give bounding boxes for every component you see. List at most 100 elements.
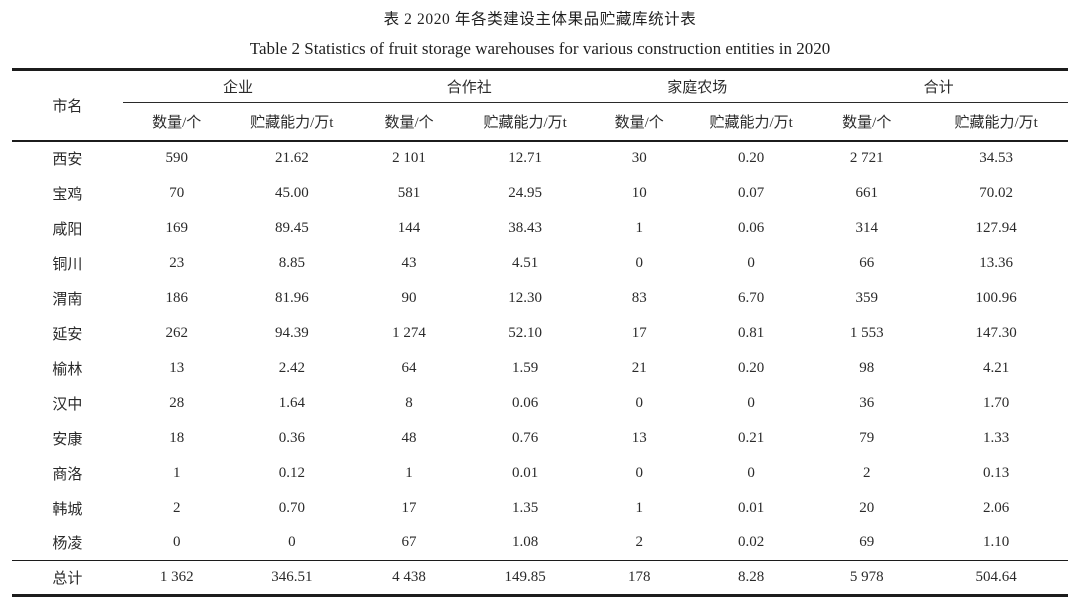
value-cell: 1.59 xyxy=(512,359,539,376)
value-cell: 1 xyxy=(405,464,413,481)
value-cell: 2 xyxy=(863,464,871,481)
value-cell: 0.76 xyxy=(512,429,539,446)
col-header-quantity: 数量/个 xyxy=(152,114,202,131)
value-cell: 0 xyxy=(635,394,643,411)
value-cell: 67 xyxy=(401,534,417,551)
value-cell: 0 xyxy=(172,534,181,551)
value-cell: 0.07 xyxy=(738,184,765,201)
value-cell: 0.70 xyxy=(278,499,305,516)
value-cell: 0.02 xyxy=(738,534,765,551)
value-cell: 1.10 xyxy=(983,534,1010,551)
city-cell: 渭南 xyxy=(52,291,83,308)
group-header-family-farm: 家庭农场 xyxy=(585,69,810,103)
value-cell: 66 xyxy=(859,254,875,271)
group-header-total: 合计 xyxy=(809,69,1068,103)
value-cell: 8.85 xyxy=(278,254,305,271)
value-cell: 100.96 xyxy=(975,289,1017,306)
value-cell: 1 xyxy=(172,464,181,481)
value-cell: 48 xyxy=(401,429,417,446)
table-header: 市名 企业 合作社 家庭农场 合计 数量/个 贮藏能力/万t 数量/个 贮藏能力… xyxy=(12,69,1068,141)
value-cell: 45.00 xyxy=(274,184,309,201)
city-cell: 商洛 xyxy=(52,466,83,483)
value-cell: 70 xyxy=(169,184,185,201)
value-cell: 0 xyxy=(635,254,643,271)
value-cell: 1 553 xyxy=(849,324,884,341)
value-cell: 38.43 xyxy=(508,219,543,236)
sub-header-row: 数量/个 贮藏能力/万t 数量/个 贮藏能力/万t 数量/个 贮藏能力/万t 数… xyxy=(12,103,1068,141)
col-header-capacity: 贮藏能力/万t xyxy=(709,114,793,131)
value-cell: 0 xyxy=(288,534,296,551)
table-row: 榆林 13 2.42 64 1.59 21 0.20 98 4.21 xyxy=(12,351,1068,386)
value-cell: 0.20 xyxy=(738,359,765,376)
table-title-chinese: 表 2 2020 年各类建设主体果品贮藏库统计表 xyxy=(383,11,697,28)
col-header-quantity: 数量/个 xyxy=(384,114,434,131)
table-footer: 总计 1 362 346.51 4 438 149.85 178 8.28 5 … xyxy=(12,560,1068,596)
total-value-cell: 504.64 xyxy=(975,569,1017,585)
total-row: 总计 1 362 346.51 4 438 149.85 178 8.28 5 … xyxy=(12,561,1068,596)
value-cell: 90 xyxy=(401,289,417,306)
total-value-cell: 149.85 xyxy=(504,569,546,585)
value-cell: 0 xyxy=(635,464,643,481)
value-cell: 0.13 xyxy=(983,464,1010,481)
group-header-row: 市名 企业 合作社 家庭农场 合计 xyxy=(12,69,1068,115)
value-cell: 314 xyxy=(855,219,879,236)
value-cell: 13.36 xyxy=(979,254,1014,271)
value-cell: 590 xyxy=(165,150,188,166)
table-row: 汉中 28 1.64 8 0.06 0 0 36 1.70 xyxy=(12,386,1068,421)
value-cell: 18 xyxy=(169,429,185,446)
total-value-cell: 8.28 xyxy=(738,569,765,585)
value-cell: 0.01 xyxy=(512,464,539,481)
statistics-table: 市名 企业 合作社 家庭农场 合计 数量/个 贮藏能力/万t 数量/个 贮藏能力… xyxy=(12,68,1068,597)
total-value-cell: 5 978 xyxy=(849,569,884,585)
value-cell: 43 xyxy=(401,254,417,271)
value-cell: 0.01 xyxy=(738,499,765,516)
table-row: 宝鸡 70 45.00 581 24.95 10 0.07 661 70.02 xyxy=(12,176,1068,211)
value-cell: 147.30 xyxy=(975,324,1017,341)
value-cell: 10 xyxy=(631,184,647,201)
value-cell: 21 xyxy=(631,359,647,376)
table-row: 咸阳 169 89.45 144 38.43 1 0.06 314 127.94 xyxy=(12,211,1068,246)
value-cell: 70.02 xyxy=(979,184,1014,201)
total-value-cell: 346.51 xyxy=(271,569,313,585)
value-cell: 94.39 xyxy=(274,324,309,341)
value-cell: 169 xyxy=(165,219,188,236)
value-cell: 581 xyxy=(397,184,421,201)
value-cell: 262 xyxy=(165,324,188,341)
total-value-cell: 1 362 xyxy=(159,569,194,585)
value-cell: 0 xyxy=(747,464,755,481)
value-cell: 144 xyxy=(397,219,421,236)
table-row: 安康 18 0.36 48 0.76 13 0.21 79 1.33 xyxy=(12,421,1068,456)
value-cell: 69 xyxy=(859,534,875,551)
value-cell: 1.70 xyxy=(983,394,1010,411)
value-cell: 30 xyxy=(631,150,647,166)
value-cell: 4.51 xyxy=(512,254,539,271)
value-cell: 20 xyxy=(859,499,875,516)
value-cell: 2.06 xyxy=(983,499,1010,516)
value-cell: 0.81 xyxy=(738,324,765,341)
city-cell: 铜川 xyxy=(52,256,83,273)
table-row: 西安 590 21.62 2 101 12.71 30 0.20 2 721 34.53 xyxy=(12,141,1068,176)
total-value-cell: 178 xyxy=(627,569,651,585)
table-row: 商洛 1 0.12 1 0.01 0 0 2 0.13 xyxy=(12,456,1068,491)
value-cell: 12.71 xyxy=(508,150,543,166)
value-cell: 83 xyxy=(631,289,647,306)
value-cell: 186 xyxy=(165,289,188,306)
value-cell: 81.96 xyxy=(274,289,309,306)
table-title-english: Table 2 Statistics of fruit storage ware… xyxy=(249,39,831,58)
col-header-capacity: 贮藏能力/万t xyxy=(250,114,334,131)
value-cell: 1.08 xyxy=(512,534,539,551)
table-row: 杨凌 0 0 67 1.08 2 0.02 69 1.10 xyxy=(12,526,1068,561)
value-cell: 17 xyxy=(401,499,417,516)
group-header-cooperative: 合作社 xyxy=(353,69,586,103)
value-cell: 12.30 xyxy=(508,289,543,306)
value-cell: 1.33 xyxy=(983,429,1010,446)
value-cell: 0 xyxy=(747,254,755,271)
value-cell: 2 xyxy=(172,499,181,516)
value-cell: 2 721 xyxy=(849,150,884,166)
value-cell: 52.10 xyxy=(508,324,543,341)
value-cell: 127.94 xyxy=(975,219,1017,236)
value-cell: 1.35 xyxy=(512,499,539,516)
city-cell: 韩城 xyxy=(52,501,83,518)
value-cell: 2 101 xyxy=(392,150,426,166)
value-cell: 79 xyxy=(859,429,875,446)
